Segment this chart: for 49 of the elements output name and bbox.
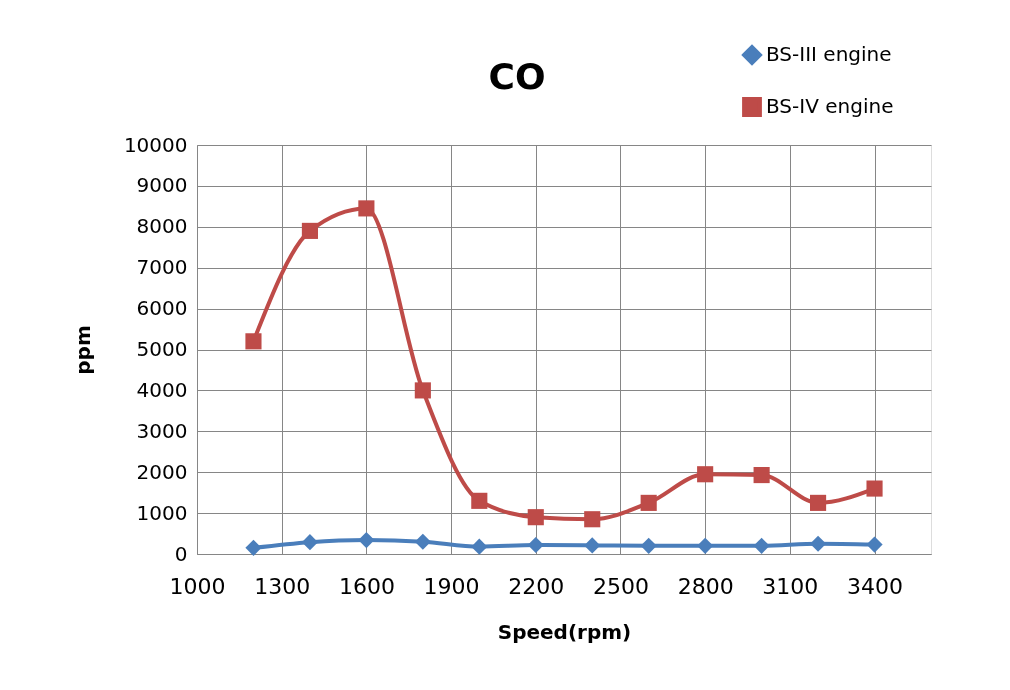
point (697, 466, 714, 483)
point (584, 537, 601, 554)
y-tick-label: 8000 (136, 214, 188, 239)
x-axis-title: Speed(rpm) (497, 619, 632, 644)
x-tick-label: 2200 (508, 573, 565, 599)
point (358, 200, 375, 217)
y-tick-label: 7000 (136, 255, 188, 280)
point (358, 532, 375, 549)
x-tick-label: 3100 (762, 573, 819, 599)
point (245, 539, 262, 556)
y-tick-label: 1000 (136, 500, 188, 525)
chart-title: CO (488, 56, 546, 97)
x-tick-label: 2500 (592, 573, 649, 599)
point (471, 492, 488, 509)
point (697, 537, 714, 554)
y-tick-label: 9000 (136, 173, 188, 198)
point (301, 222, 318, 239)
x-tick-label: 1900 (423, 573, 480, 599)
y-tick-label: 5000 (136, 337, 188, 361)
y-tick-label: 6000 (136, 296, 188, 321)
point (753, 537, 770, 554)
point (584, 511, 601, 528)
y-tick-label: 0 (174, 541, 188, 566)
legend-label: BS-III engine (766, 42, 892, 66)
y-tick-label: 2000 (136, 459, 188, 484)
point (810, 494, 827, 511)
point (471, 538, 488, 555)
x-tick-label: 1000 (169, 573, 226, 599)
point (527, 536, 544, 554)
y-tick-label: 10000 (123, 132, 188, 157)
point (301, 534, 318, 551)
x-tick-label: 3400 (847, 573, 904, 599)
y-tick-label: 3000 (136, 418, 188, 443)
legend-label: BS-IV engine (766, 94, 894, 118)
point (810, 535, 827, 552)
point (640, 494, 657, 511)
y-tick-label: 4000 (136, 377, 188, 402)
point (640, 537, 657, 554)
point (414, 382, 431, 399)
point (527, 509, 544, 526)
x-tick-label: 1300 (254, 573, 311, 599)
point (866, 536, 883, 553)
point (414, 533, 431, 550)
x-tick-label: 2800 (677, 573, 734, 599)
point (753, 467, 770, 484)
x-tick-label: 1600 (338, 573, 395, 599)
y-axis-title: ppm (70, 325, 95, 375)
point (866, 480, 883, 497)
point (245, 333, 262, 350)
